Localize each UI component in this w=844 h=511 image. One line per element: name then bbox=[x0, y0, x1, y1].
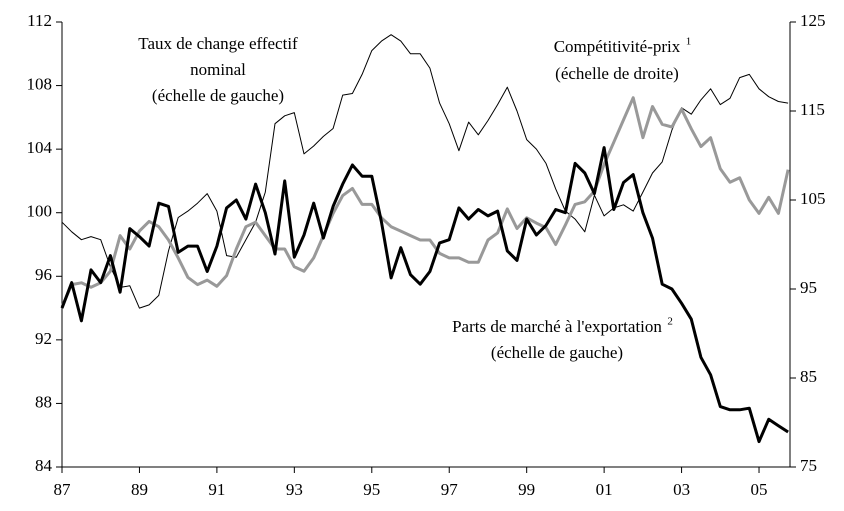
y2-tick-label: 85 bbox=[800, 367, 817, 386]
annotation-note: 1 bbox=[686, 36, 692, 48]
x-tick-label: 99 bbox=[518, 480, 535, 499]
series-line bbox=[60, 146, 789, 444]
y2-tick-label: 95 bbox=[800, 278, 817, 297]
annotation-note: 2 bbox=[667, 316, 673, 328]
y-tick-label: 96 bbox=[35, 265, 52, 284]
annotation: Taux de change effectif bbox=[138, 34, 298, 53]
x-tick-label: 91 bbox=[208, 480, 225, 499]
x-tick-label: 95 bbox=[363, 480, 380, 499]
annotation: Parts de marché à l'exportation bbox=[452, 317, 662, 336]
series-line bbox=[60, 96, 790, 308]
x-tick-label: 97 bbox=[441, 480, 459, 499]
y2-tick-label: 125 bbox=[800, 11, 826, 30]
y-tick-label: 108 bbox=[27, 74, 53, 93]
x-tick-label: 05 bbox=[751, 480, 768, 499]
annotation: (échelle de gauche) bbox=[491, 343, 623, 362]
x-tick-label: 93 bbox=[286, 480, 303, 499]
annotation: (échelle de gauche) bbox=[152, 86, 284, 105]
y2-tick-label: 115 bbox=[800, 100, 825, 119]
y-tick-label: 84 bbox=[35, 456, 53, 475]
y-tick-label: 112 bbox=[27, 11, 52, 30]
y2-tick-label: 105 bbox=[800, 189, 826, 208]
x-tick-label: 03 bbox=[673, 480, 690, 499]
y-tick-label: 104 bbox=[27, 138, 53, 157]
series-line bbox=[61, 34, 789, 309]
x-tick-label: 89 bbox=[131, 480, 148, 499]
annotation: (échelle de droite) bbox=[555, 64, 679, 83]
y-tick-label: 100 bbox=[27, 202, 53, 221]
x-tick-label: 87 bbox=[54, 480, 72, 499]
annotation: Compétitivité-prix bbox=[554, 37, 681, 56]
x-tick-label: 01 bbox=[596, 480, 613, 499]
y-tick-label: 88 bbox=[35, 392, 52, 411]
y2-tick-label: 75 bbox=[800, 456, 817, 475]
y-tick-label: 92 bbox=[35, 329, 52, 348]
annotation: nominal bbox=[190, 60, 246, 79]
